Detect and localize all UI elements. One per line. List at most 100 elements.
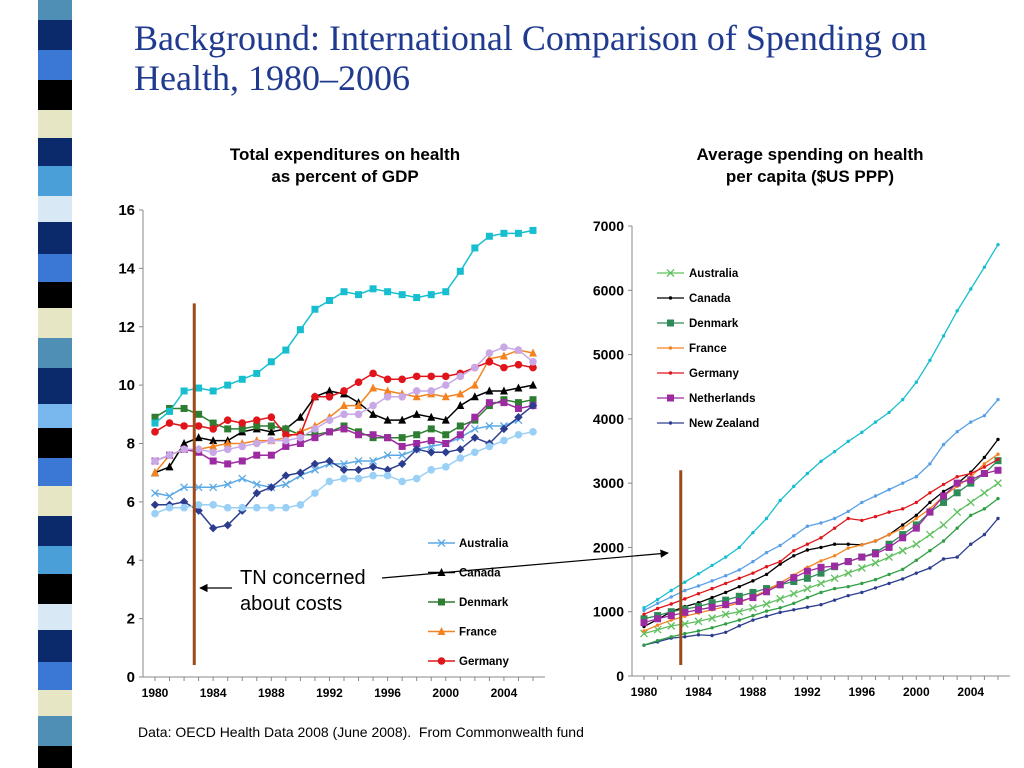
chart1-x-tick-label: 1992 [316, 686, 343, 700]
chart2-data-point [860, 431, 863, 434]
chart1-data-point [428, 291, 435, 298]
chart2-data-point [792, 534, 795, 537]
chart2-data-point [983, 456, 986, 459]
chart1-data-point [326, 416, 334, 424]
chart1-data-point [413, 431, 420, 438]
chart2-data-point [831, 575, 838, 582]
chart2-data-point [697, 572, 700, 575]
chart2-data-point [996, 458, 999, 461]
chart2-y-tick-label: 1000 [593, 604, 624, 620]
chart1-data-point [181, 387, 188, 394]
chart2-data-point [845, 570, 852, 577]
chart2-data-point [656, 624, 659, 627]
chart1-data-point [500, 399, 507, 406]
chart2-data-point [738, 577, 741, 580]
chart2-data-point [969, 420, 972, 423]
chart1-data-point [413, 373, 421, 381]
chart2-data-point [955, 555, 958, 558]
chart2-data-point [940, 493, 947, 500]
chart1-data-point [457, 373, 465, 381]
chart1-data-point [238, 443, 246, 451]
chart2-data-point [926, 531, 933, 538]
chart1-data-point [181, 405, 188, 412]
chart2-data-point [860, 501, 863, 504]
chart2-data-point [738, 568, 741, 571]
chart2-data-point [765, 517, 768, 520]
chart2-y-tick-label: 3000 [593, 475, 624, 491]
chart2-data-point [683, 597, 686, 600]
chart1-data-point [471, 244, 478, 251]
chart2-data-point [942, 443, 945, 446]
chart1-data-point [354, 466, 362, 474]
chart2-data-point [983, 265, 986, 268]
chart1-x-tick-label: 1996 [374, 686, 401, 700]
chart1-data-point [369, 384, 377, 392]
chart2-data-point [887, 573, 890, 576]
chart1-data-point [282, 437, 290, 445]
chart2-data-point [710, 579, 713, 582]
chart2-data-point [804, 585, 811, 592]
chart1-data-point [268, 422, 275, 429]
chart2-data-point [697, 592, 700, 595]
chart2-data-point [901, 507, 904, 510]
chart1-data-point [253, 370, 260, 377]
annotation-line1: TN concerned [240, 567, 366, 589]
chart2-data-point [751, 560, 754, 563]
chart1-data-point [239, 475, 246, 482]
chart2-data-point [738, 585, 741, 588]
chart1-data-point [529, 358, 537, 366]
chart1-data-point [209, 448, 217, 456]
chart2-data-point [656, 639, 659, 642]
chart2-data-point [995, 467, 1002, 474]
chart2-data-point [681, 609, 688, 616]
chart2-data-point [751, 531, 754, 534]
chart1-data-point [515, 405, 522, 412]
chart1-legend-label: Denmark [459, 597, 509, 609]
chart2-data-point [656, 598, 659, 601]
chart1-data-point [529, 428, 537, 436]
chart2-data-point [983, 414, 986, 417]
chart2-data-point [710, 626, 713, 629]
chart1-data-point [326, 428, 333, 435]
chart1-data-point [500, 343, 508, 351]
chart2-data-point [954, 489, 961, 496]
chart2-data-point [983, 533, 986, 536]
chart1-data-point [369, 402, 377, 410]
chart1-data-point [311, 489, 319, 497]
chart2-data-point [872, 550, 879, 557]
annotation-line2: about costs [240, 593, 342, 615]
chart2-data-point [926, 509, 933, 516]
chart2-data-point [996, 453, 999, 456]
chart1-series-netherlands [152, 399, 537, 467]
chart2-data-point [833, 450, 836, 453]
chart1-data-point [457, 422, 464, 429]
chart1-data-point [297, 501, 305, 509]
chart1-x-tick-label: 1988 [258, 686, 285, 700]
chart2-data-point [656, 602, 659, 605]
chart2-y-tick-label: 0 [616, 668, 624, 684]
chart2-data-point [901, 577, 904, 580]
chart2-data-point [833, 587, 836, 590]
chart2-series-canada [642, 438, 999, 628]
chart2-data-point [670, 635, 673, 638]
chart2-data-point [668, 612, 675, 619]
chart2-data-point [996, 517, 999, 520]
chart1-y-tick-label: 4 [127, 552, 136, 569]
chart1-data-point [370, 285, 377, 292]
chart1-data-point [399, 443, 406, 450]
chart2-data-point [915, 514, 918, 517]
chart1-data-point [457, 431, 464, 438]
chart2-data-point [928, 566, 931, 569]
chart1-y-tick-label: 10 [118, 377, 135, 394]
chart2-data-point [872, 559, 879, 566]
chart1-data-point [413, 410, 421, 418]
chart1-data-point [486, 349, 494, 357]
chart1-data-point [370, 431, 377, 438]
chart2-data-point [806, 525, 809, 528]
chart1-data-point [151, 428, 159, 436]
chart1-x-tick-label: 2004 [491, 686, 518, 700]
chart2-data-point [954, 509, 961, 516]
chart1-data-point [224, 382, 231, 389]
chart2-data-point [983, 465, 986, 468]
chart2-data-point [724, 555, 727, 558]
